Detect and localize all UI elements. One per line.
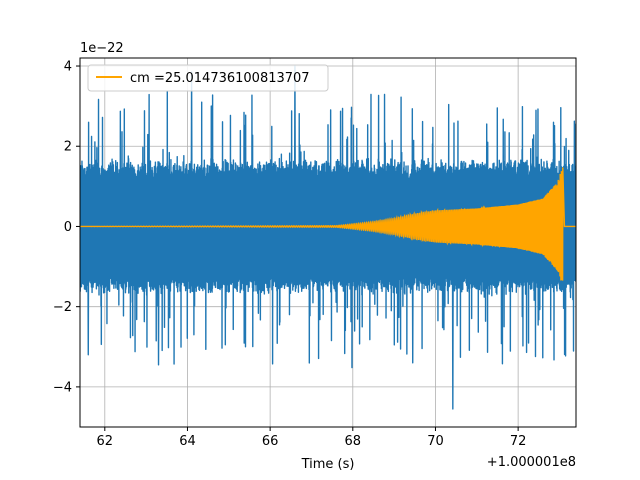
x-tick-label: 64 (179, 434, 196, 449)
series-chirp-line (80, 167, 576, 281)
x-tick-label: 66 (262, 434, 279, 449)
y-scale-label: 1e−22 (80, 41, 124, 56)
y-tick-label: −2 (53, 300, 72, 315)
plot-area (80, 65, 576, 410)
legend: cm =25.014736100813707 (87, 64, 329, 92)
y-tick-label: 2 (64, 140, 72, 155)
x-tick-label: 62 (97, 434, 114, 449)
x-tick-label: 68 (345, 434, 362, 449)
y-tick-label: 4 (64, 60, 72, 75)
x-tick-label: 70 (427, 434, 444, 449)
axis-ticks: 62 64 66 68 70 72 −4 −2 0 2 4 (53, 60, 527, 449)
legend-box (87, 64, 329, 92)
y-tick-label: 0 (64, 220, 72, 235)
legend-entry-label: cm =25.014736100813707 (130, 71, 310, 86)
x-tick-label: 72 (510, 434, 527, 449)
x-axis-label: Time (s) (301, 457, 355, 472)
y-tick-label: −4 (53, 380, 72, 395)
x-offset-label: +1.000001e8 (487, 455, 576, 470)
series-noise-line (80, 65, 576, 410)
axes-frame (79, 57, 577, 428)
